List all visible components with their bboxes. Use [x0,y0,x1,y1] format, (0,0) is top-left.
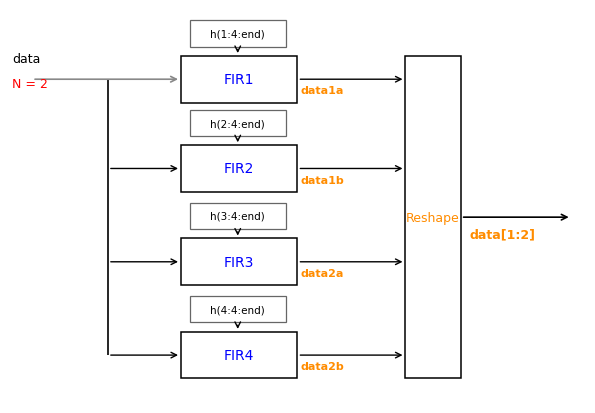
Text: data: data [12,53,40,66]
Text: Reshape: Reshape [406,211,460,224]
Text: h(4:4:end): h(4:4:end) [211,304,265,314]
Text: data[1:2]: data[1:2] [469,228,536,241]
Text: data1a: data1a [300,86,344,96]
Bar [190,203,286,230]
Text: h(3:4:end): h(3:4:end) [211,211,265,221]
Bar [181,146,298,192]
Bar [181,57,298,103]
Text: data2a: data2a [300,268,344,278]
Text: data1b: data1b [300,175,344,185]
Bar [190,21,286,47]
Text: h(2:4:end): h(2:4:end) [211,119,265,129]
Text: FIR1: FIR1 [224,73,255,87]
Text: N = 2: N = 2 [12,78,48,91]
Bar [181,239,298,285]
Text: FIR4: FIR4 [224,348,255,362]
Bar [181,332,298,378]
Bar [190,111,286,137]
Bar [405,57,461,378]
Text: FIR3: FIR3 [224,255,255,269]
Bar [190,297,286,323]
Text: data2b: data2b [300,361,344,371]
Text: FIR2: FIR2 [224,162,255,176]
Text: h(1:4:end): h(1:4:end) [211,29,265,39]
